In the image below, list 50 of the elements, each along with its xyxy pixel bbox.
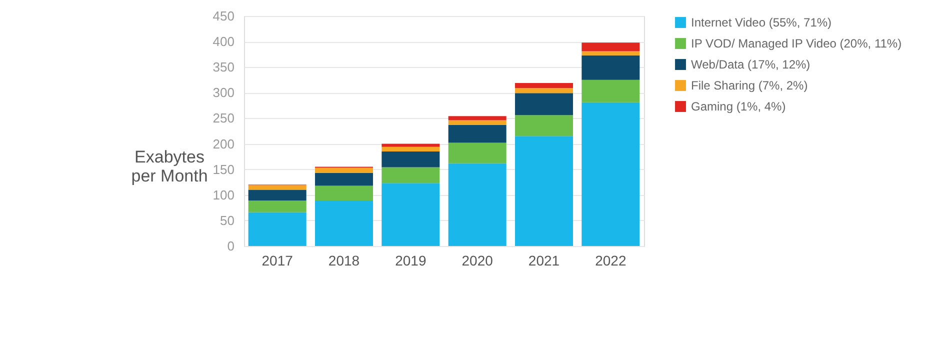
bar (382, 144, 440, 147)
bar (515, 88, 573, 94)
x-tick-label: 2022 (595, 252, 626, 268)
bar (248, 190, 306, 201)
legend-label: Web/Data (17%, 12%) (691, 58, 810, 72)
bar (382, 151, 440, 168)
bar (448, 116, 506, 120)
y-tick-label: 300 (212, 85, 234, 100)
y-axis-title: Exabytes per Month (131, 148, 208, 186)
legend-label: Gaming (1%, 4%) (691, 100, 786, 114)
y-tick-label: 0 (227, 238, 234, 254)
bar (515, 136, 573, 246)
bar (582, 55, 640, 80)
y-tick-label: 100 (212, 187, 234, 202)
y-tick-label: 350 (212, 60, 234, 75)
bar (382, 167, 440, 184)
bar (448, 142, 506, 164)
bar (448, 120, 506, 125)
bar (515, 82, 573, 88)
bar (382, 183, 440, 246)
y-tick-label: 50 (220, 212, 234, 228)
bar (315, 172, 373, 186)
bar (582, 42, 640, 52)
legend-label: Internet Video (55%, 71%) (691, 16, 832, 30)
bar (248, 185, 306, 190)
x-tick-label: 2017 (262, 252, 294, 268)
y-tick-label: 200 (212, 136, 234, 152)
bar (315, 186, 373, 201)
bar (515, 93, 573, 116)
legend-label: File Sharing (7%, 2%) (691, 78, 808, 92)
bar (248, 200, 306, 212)
bar (315, 168, 373, 173)
bar (515, 115, 573, 136)
bar (582, 102, 640, 246)
bar (448, 124, 506, 143)
bar (582, 51, 640, 56)
y-tick-label: 400 (212, 34, 234, 50)
x-tick-label: 2021 (528, 252, 560, 268)
legend-label: IP VOD/ Managed IP Video (20%, 11%) (691, 36, 902, 50)
bar (315, 200, 373, 246)
bar (248, 212, 306, 246)
x-tick-label: 2018 (328, 252, 360, 268)
x-tick-label: 2020 (462, 252, 494, 268)
y-tick-label: 150 (212, 162, 234, 177)
bar (582, 80, 640, 102)
bar (448, 163, 506, 246)
y-tick-label: 250 (212, 110, 234, 126)
y-tick-label: 450 (212, 8, 234, 24)
bar (382, 146, 440, 152)
x-tick-label: 2019 (395, 252, 426, 268)
